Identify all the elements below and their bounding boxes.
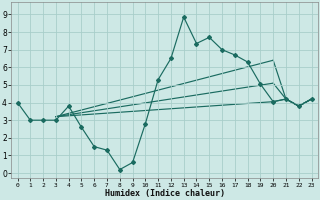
X-axis label: Humidex (Indice chaleur): Humidex (Indice chaleur) bbox=[105, 189, 225, 198]
